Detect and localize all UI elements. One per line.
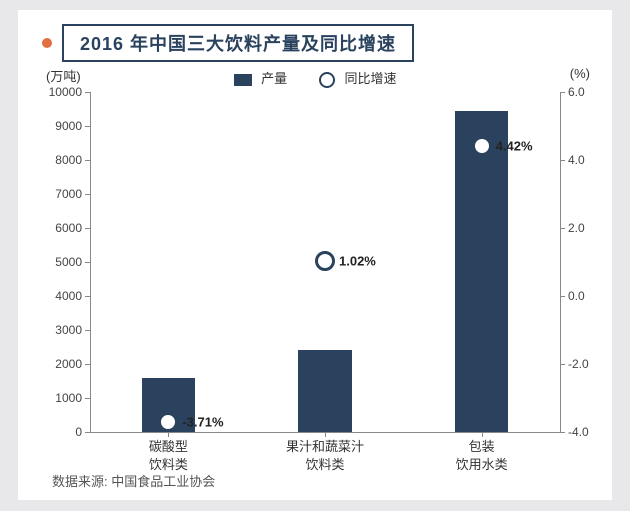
tick-left-mark <box>85 262 90 263</box>
growth-marker-icon <box>472 136 492 156</box>
growth-marker-label: 1.02% <box>339 254 376 269</box>
axis-line-left <box>90 92 91 432</box>
tick-left-label: 3000 <box>32 323 82 337</box>
legend-marker-icon <box>319 72 335 88</box>
tick-right-label: 2.0 <box>568 221 608 235</box>
tick-right-mark <box>560 364 565 365</box>
legend-bar-label: 产量 <box>261 71 287 86</box>
tick-left-mark <box>85 160 90 161</box>
tick-left-label: 8000 <box>32 153 82 167</box>
plot-area: 0100020003000400050006000700080009000100… <box>90 92 560 432</box>
tick-left-mark <box>85 398 90 399</box>
tick-left-mark <box>85 330 90 331</box>
x-category-label: 果汁和蔬菜汁饮料类 <box>265 438 385 474</box>
legend-marker-label: 同比增速 <box>344 71 396 86</box>
growth-marker-label: 4.42% <box>496 138 533 153</box>
tick-right-mark <box>560 432 565 433</box>
tick-left-mark <box>85 432 90 433</box>
tick-left-mark <box>85 296 90 297</box>
tick-right-mark <box>560 228 565 229</box>
chart-canvas: 2016 年中国三大饮料产量及同比增速 (万吨) (%) 产量 同比增速 010… <box>18 10 612 500</box>
x-category-label: 包装饮用水类 <box>422 438 542 474</box>
title-bullet-icon <box>42 38 52 48</box>
tick-bottom-mark <box>482 432 483 437</box>
tick-left-label: 10000 <box>32 85 82 99</box>
tick-right-label: -2.0 <box>568 357 608 371</box>
tick-left-label: 7000 <box>32 187 82 201</box>
tick-right-mark <box>560 296 565 297</box>
legend-bar-swatch-icon <box>234 74 252 86</box>
bar <box>455 111 508 432</box>
tick-left-label: 1000 <box>32 391 82 405</box>
chart-title-wrap: 2016 年中国三大饮料产量及同比增速 <box>42 24 414 62</box>
tick-bottom-mark <box>168 432 169 437</box>
tick-left-label: 9000 <box>32 119 82 133</box>
tick-right-label: -4.0 <box>568 425 608 439</box>
tick-left-mark <box>85 364 90 365</box>
tick-left-mark <box>85 126 90 127</box>
tick-left-mark <box>85 228 90 229</box>
tick-left-mark <box>85 92 90 93</box>
tick-right-label: 0.0 <box>568 289 608 303</box>
tick-left-mark <box>85 194 90 195</box>
x-category-label: 碳酸型饮料类 <box>108 438 228 474</box>
tick-left-label: 2000 <box>32 357 82 371</box>
bar <box>298 350 351 432</box>
tick-right-mark <box>560 160 565 161</box>
tick-bottom-mark <box>325 432 326 437</box>
tick-left-label: 5000 <box>32 255 82 269</box>
tick-right-label: 6.0 <box>568 85 608 99</box>
growth-marker-icon <box>315 251 335 271</box>
chart-title: 2016 年中国三大饮料产量及同比增速 <box>62 24 414 62</box>
axis-line-right <box>560 92 561 432</box>
growth-marker-icon <box>158 412 178 432</box>
tick-right-label: 4.0 <box>568 153 608 167</box>
data-source: 数据来源: 中国食品工业协会 <box>52 471 215 490</box>
tick-left-label: 0 <box>32 425 82 439</box>
growth-marker-label: -3.71% <box>182 415 223 430</box>
tick-left-label: 6000 <box>32 221 82 235</box>
tick-right-mark <box>560 92 565 93</box>
chart-legend: 产量 同比增速 <box>18 68 612 88</box>
tick-left-label: 4000 <box>32 289 82 303</box>
